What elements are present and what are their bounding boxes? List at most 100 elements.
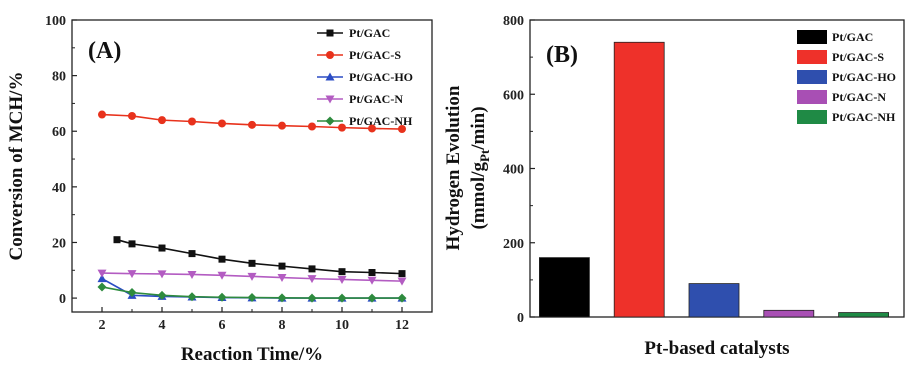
legend-label-pt-gac: Pt/GAC (832, 30, 873, 44)
panel-b-y-axis-title-suffix: /min) (468, 106, 489, 150)
legend-marker-pt-gac-nh (325, 116, 335, 126)
data-point-pt-gac (218, 255, 226, 263)
data-point-pt-gac-nh (367, 293, 377, 303)
data-point-pt-gac (248, 259, 256, 267)
bar-pt-gac-n (763, 309, 815, 318)
data-point-pt-gac-ho (97, 274, 107, 283)
bar-pt-gac-nh (838, 312, 889, 318)
legend-label-pt-gac-nh: Pt/GAC-NH (832, 110, 896, 124)
data-point-pt-gac-s (98, 110, 106, 119)
panel-a-y-tick-label-40: 40 (52, 181, 66, 196)
legend-label-pt-gac: Pt/GAC (349, 26, 390, 40)
data-point-pt-gac-n (397, 277, 407, 286)
data-point-pt-gac-nh (277, 293, 287, 303)
legend-label-pt-gac-ho: Pt/GAC-HO (349, 70, 413, 84)
panel-a-frame (71, 19, 433, 313)
data-point-pt-gac-n (97, 269, 107, 278)
data-point-pt-gac-nh (187, 292, 197, 302)
data-point-pt-gac (398, 270, 406, 278)
legend-label-pt-gac-s: Pt/GAC-S (349, 48, 401, 62)
data-point-pt-gac (128, 240, 136, 248)
panel-a-x-tick-label-6: 6 (219, 318, 226, 333)
series-pt-gac-n (97, 269, 407, 286)
legend-swatch-pt-gac-nh (797, 110, 827, 124)
legend-label-pt-gac-nh: Pt/GAC-NH (349, 114, 413, 128)
panel-a-y-axis-title: Conversion of MCH/% (6, 72, 27, 261)
data-point-pt-gac-s (398, 125, 406, 134)
panel-a-y-tick-label-0: 0 (59, 292, 66, 307)
data-point-pt-gac-n (127, 270, 137, 279)
panel-a-y-tick-label-60: 60 (52, 125, 66, 140)
panel-a-x-axis-title: Reaction Time/% (181, 344, 323, 365)
panel-a-x-tick-label-12: 12 (395, 318, 409, 333)
data-point-pt-gac-s (128, 111, 136, 120)
panel-b-y-axis-title-prefix: (mmol/g (468, 162, 489, 230)
bar-pt-gac-ho (688, 283, 740, 318)
data-point-pt-gac-n (307, 275, 317, 284)
data-point-pt-gac (308, 265, 316, 273)
legend-swatch-pt-gac-s (797, 50, 827, 64)
panel-b-x-axis-title: Pt-based catalysts (644, 338, 789, 359)
panel-a-x-tick-label-4: 4 (159, 318, 166, 333)
data-point-pt-gac-s (158, 116, 166, 125)
data-point-pt-gac (113, 236, 121, 244)
panel-b-y-tick-label-800: 800 (503, 14, 524, 29)
panel-b-bar-chart: (B) Pt-based catalysts Hydrogen Evolutio… (443, 14, 905, 359)
panel-a-line-chart: (A) Reaction Time/% Conversion of MCH/% … (6, 14, 433, 365)
data-point-pt-gac-s (188, 117, 196, 126)
data-point-pt-gac (368, 269, 376, 277)
data-point-pt-gac-nh (157, 290, 167, 300)
panel-b-y-tick-label-400: 400 (503, 163, 524, 178)
data-point-pt-gac-nh (127, 288, 137, 298)
data-point-pt-gac-s (218, 119, 226, 128)
legend-swatch-pt-gac (797, 30, 827, 44)
panel-b-y-axis-title-subscript: Pt (477, 149, 492, 162)
data-point-pt-gac-nh (247, 293, 257, 303)
bar-pt-gac-s (613, 41, 665, 318)
data-point-pt-gac-s (338, 123, 346, 132)
data-point-pt-gac (158, 244, 166, 252)
data-point-pt-gac (188, 250, 196, 258)
panel-b-y-tick-label-200: 200 (503, 237, 524, 252)
data-point-pt-gac (338, 268, 346, 276)
bar-pt-gac (539, 257, 590, 318)
legend-marker-pt-gac (326, 29, 334, 37)
legend-swatch-pt-gac-n (797, 90, 827, 104)
data-point-pt-gac-nh (307, 293, 317, 303)
series-pt-gac-nh (97, 282, 407, 303)
data-point-pt-gac-s (368, 124, 376, 133)
legend-label-pt-gac-n: Pt/GAC-N (349, 92, 403, 106)
legend-label-pt-gac-s: Pt/GAC-S (832, 50, 884, 64)
series-pt-gac-s (98, 110, 406, 134)
data-point-pt-gac-n (187, 270, 197, 279)
panel-a-y-tick-label-100: 100 (45, 14, 66, 29)
data-point-pt-gac-s (308, 122, 316, 131)
data-point-pt-gac (278, 262, 286, 270)
panel-a-label: (A) (88, 38, 121, 64)
data-point-pt-gac-n (247, 272, 257, 281)
legend-marker-pt-gac-s (326, 51, 334, 59)
series-pt-gac (113, 236, 406, 278)
legend-swatch-pt-gac-ho (797, 70, 827, 84)
legend-marker-pt-gac-ho (325, 72, 335, 81)
legend-marker-pt-gac-n (325, 95, 335, 104)
legend-label-pt-gac-ho: Pt/GAC-HO (832, 70, 896, 84)
data-point-pt-gac-nh (97, 282, 107, 292)
data-point-pt-gac-n (157, 270, 167, 279)
panel-a-x-tick-label-2: 2 (99, 318, 106, 333)
data-point-pt-gac-nh (217, 292, 227, 302)
panel-b-label: (B) (546, 42, 578, 68)
legend-label-pt-gac-n: Pt/GAC-N (832, 90, 886, 104)
panel-b-y-axis-title-line1: Hydrogen Evolution (443, 85, 464, 250)
data-point-pt-gac-n (277, 274, 287, 283)
data-point-pt-gac-nh (337, 293, 347, 303)
panel-a-y-tick-label-20: 20 (52, 236, 66, 251)
panel-b-y-tick-label-600: 600 (503, 88, 524, 103)
data-point-pt-gac-n (217, 271, 227, 280)
data-point-pt-gac-n (337, 275, 347, 284)
data-point-pt-gac-s (248, 120, 256, 129)
panel-a-y-tick-label-80: 80 (52, 70, 66, 85)
panel-b-y-axis-title-line2: (mmol/gPt/min) (468, 106, 492, 229)
data-point-pt-gac-nh (397, 293, 407, 303)
